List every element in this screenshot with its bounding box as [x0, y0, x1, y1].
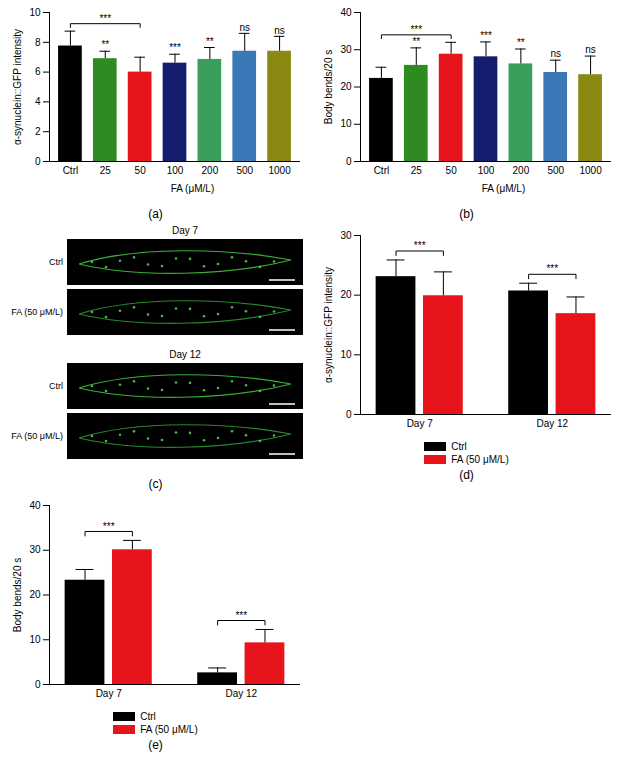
svg-text:Day 12: Day 12 — [536, 418, 568, 429]
svg-text:2: 2 — [35, 126, 41, 137]
svg-text:20: 20 — [340, 289, 352, 300]
html-text:FA (50 μM/L): FA (50 μM/L) — [140, 724, 198, 735]
svg-text:Ctrl: Ctrl — [63, 165, 79, 176]
svg-text:500: 500 — [547, 165, 564, 176]
html-text:(a): (a) — [148, 207, 163, 221]
svg-text:**: ** — [101, 39, 109, 50]
svg-text:20: 20 — [340, 81, 352, 92]
svg-text:Day 7: Day 7 — [407, 418, 434, 429]
svg-text:***: *** — [103, 521, 115, 532]
svg-text:FA (μM/L): FA (μM/L) — [171, 183, 215, 194]
svg-text:200: 200 — [513, 165, 530, 176]
svg-text:1000: 1000 — [268, 165, 291, 176]
svg-text:FA (50 μM/L): FA (50 μM/L) — [11, 431, 63, 441]
svg-text:α-synuclein::GFP intensity: α-synuclein::GFP intensity — [323, 267, 334, 383]
svg-text:30: 30 — [29, 544, 41, 555]
html-text:FA (50 μM/L): FA (50 μM/L) — [451, 454, 509, 465]
html-text:(d): (d) — [459, 468, 474, 482]
svg-text:FA (μM/L): FA (μM/L) — [482, 183, 526, 194]
html-text:(b): (b) — [459, 207, 474, 221]
svg-text:ns: ns — [585, 44, 596, 55]
svg-text:30: 30 — [340, 230, 352, 241]
svg-text:Ctrl: Ctrl — [374, 165, 390, 176]
svg-text:10: 10 — [29, 634, 41, 645]
svg-text:Ctrl: Ctrl — [49, 381, 63, 391]
html-text:Ctrl: Ctrl — [451, 441, 467, 452]
svg-text:Day 7: Day 7 — [172, 225, 199, 236]
svg-text:***: *** — [414, 240, 426, 251]
svg-text:200: 200 — [202, 165, 219, 176]
svg-text:***: *** — [480, 30, 492, 41]
svg-text:30: 30 — [340, 44, 352, 55]
svg-text:ns: ns — [550, 48, 561, 59]
svg-text:Day 12: Day 12 — [169, 349, 201, 360]
svg-text:40: 40 — [340, 7, 352, 18]
svg-text:Day 12: Day 12 — [225, 688, 257, 699]
html-text:(e): (e) — [148, 738, 163, 752]
svg-text:50: 50 — [446, 165, 458, 176]
svg-text:10: 10 — [340, 349, 352, 360]
svg-text:50: 50 — [135, 165, 147, 176]
svg-text:100: 100 — [167, 165, 184, 176]
svg-text:0: 0 — [35, 679, 41, 690]
svg-text:***: *** — [235, 610, 247, 621]
svg-text:8: 8 — [35, 37, 41, 48]
svg-text:25: 25 — [100, 165, 112, 176]
svg-text:10: 10 — [29, 7, 41, 18]
svg-text:20: 20 — [29, 589, 41, 600]
svg-text:***: *** — [99, 13, 111, 24]
svg-text:**: ** — [412, 36, 420, 47]
svg-text:**: ** — [517, 37, 525, 48]
svg-text:Body bends/20 s: Body bends/20 s — [323, 50, 334, 125]
html-text:Ctrl: Ctrl — [140, 711, 156, 722]
svg-text:500: 500 — [236, 165, 253, 176]
svg-text:**: ** — [206, 36, 214, 47]
svg-text:25: 25 — [411, 165, 423, 176]
svg-text:40: 40 — [29, 500, 41, 511]
svg-text:ns: ns — [274, 25, 285, 36]
svg-text:ns: ns — [239, 22, 250, 33]
svg-text:Ctrl: Ctrl — [49, 257, 63, 267]
svg-text:Day 7: Day 7 — [96, 688, 123, 699]
svg-text:0: 0 — [346, 156, 352, 167]
svg-text:***: *** — [546, 263, 558, 274]
svg-text:FA (50 μM/L): FA (50 μM/L) — [11, 307, 63, 317]
svg-text:10: 10 — [340, 118, 352, 129]
svg-text:4: 4 — [35, 96, 41, 107]
svg-text:***: *** — [169, 42, 181, 53]
svg-text:***: *** — [410, 24, 422, 35]
svg-text:α-synuclein::GFP intensity: α-synuclein::GFP intensity — [12, 29, 23, 145]
svg-text:6: 6 — [35, 66, 41, 77]
svg-text:1000: 1000 — [579, 165, 602, 176]
svg-text:100: 100 — [478, 165, 495, 176]
svg-text:0: 0 — [35, 156, 41, 167]
svg-text:0: 0 — [346, 409, 352, 420]
html-text:(c): (c) — [148, 477, 163, 491]
svg-text:Body bends/20 s: Body bends/20 s — [12, 558, 23, 633]
